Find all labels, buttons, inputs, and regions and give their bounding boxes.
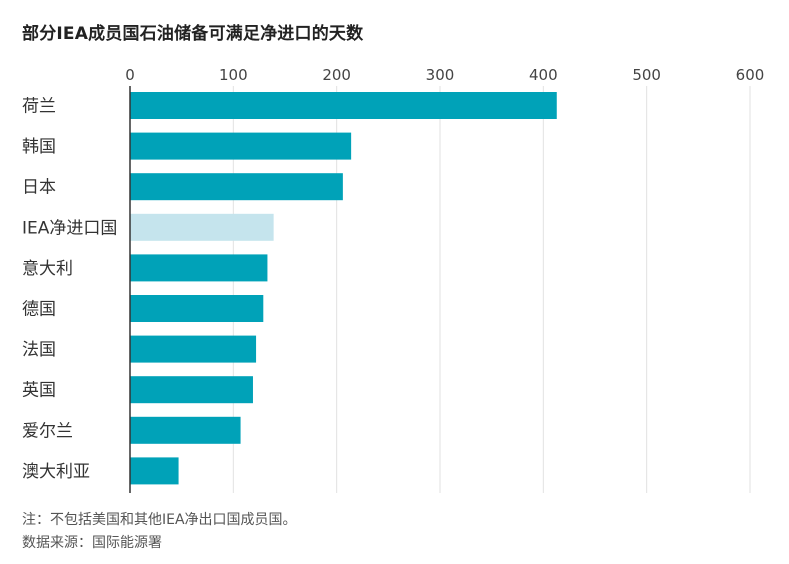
bar [130,254,268,282]
x-tick-label: 600 [736,66,765,84]
category-label: 日本 [22,178,56,198]
category-label: 法国 [22,340,56,360]
footnote-note: 注：不包括美国和其他IEA净出口国成员国。 [22,512,297,528]
bar [130,92,557,119]
bar [130,376,253,404]
bar [130,173,343,201]
bar [130,457,179,485]
footnote-source: 数据来源：国际能源署 [22,535,162,551]
bar [130,416,241,444]
category-label: 英国 [22,381,56,401]
category-label: 荷兰 [22,97,56,117]
x-tick-label: 400 [529,66,558,84]
category-label: 德国 [22,300,56,320]
category-label: 爱尔兰 [22,421,73,441]
category-label: 意大利 [22,259,73,279]
category-label: 韩国 [22,137,56,157]
x-axis-ticks: 0 100 200 300 400 500 600 [125,66,764,84]
chart-footnotes: 注：不包括美国和其他IEA净出口国成员国。 数据来源：国际能源署 [22,509,297,555]
chart-title: 部分IEA成员国石油储备可满足净进口的天数 [22,24,364,44]
bar [130,335,257,363]
x-tick-label: 500 [632,66,661,84]
bar [130,295,264,322]
x-tick-label: 200 [322,66,351,84]
category-label: 澳大利亚 [22,462,90,482]
bar [130,213,274,241]
x-tick-label: 100 [219,66,248,84]
category-label: IEA净进口国 [22,218,117,238]
bars [130,92,557,485]
bar [130,132,352,160]
x-tick-label: 0 [125,66,135,84]
x-tick-label: 300 [426,66,455,84]
